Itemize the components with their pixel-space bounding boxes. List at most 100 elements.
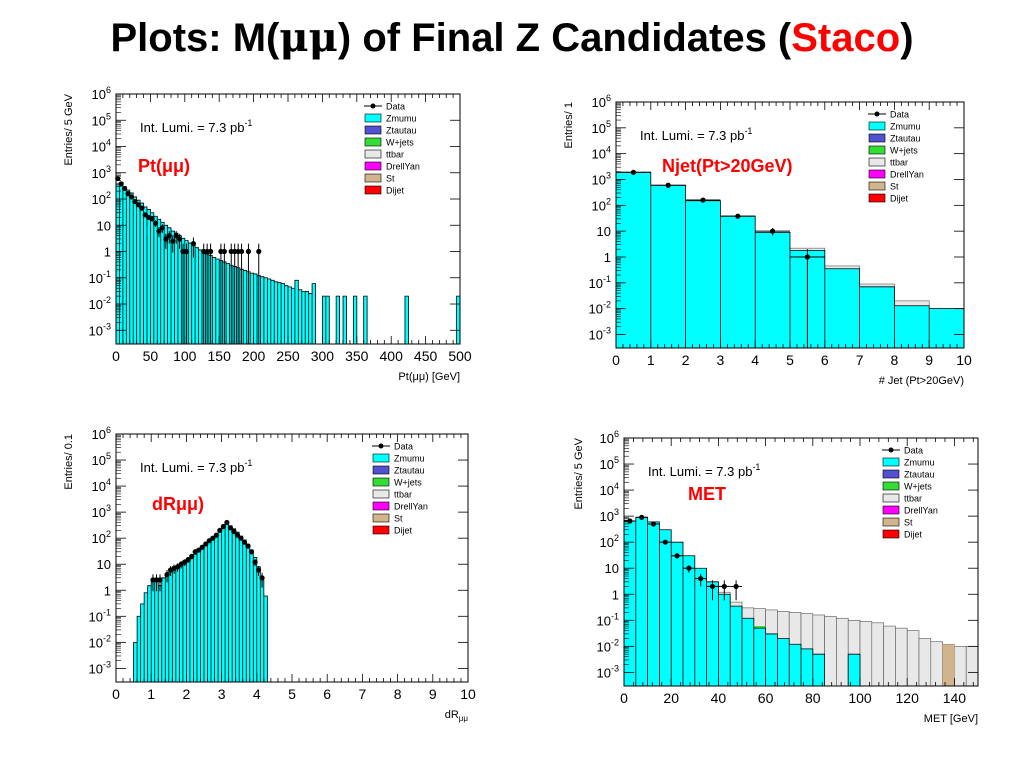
zmumu-bar: [824, 268, 860, 348]
zmumu-bar: [214, 534, 219, 682]
x-axis-label: MET [GeV]: [924, 713, 978, 725]
zmumu-bar: [635, 517, 648, 686]
x-tick-label: 350: [345, 348, 369, 364]
plot-label: Pt(μμ): [138, 156, 190, 176]
legend-label: St: [386, 174, 395, 184]
legend-entry: Data: [882, 446, 923, 456]
legend-label: Ztautau: [890, 134, 921, 144]
legend-entry: Dijet: [882, 530, 923, 540]
legend-entry: Zmumu: [868, 122, 921, 132]
x-axis-label: # Jet (Pt>20GeV): [879, 375, 964, 387]
legend-entry: St: [372, 514, 403, 524]
y-tick-label: 103: [592, 170, 611, 187]
legend-label: Data: [890, 110, 909, 120]
legend-label: Zmumu: [394, 454, 425, 464]
zmumu-bar: [160, 222, 165, 344]
legend-label: W+jets: [890, 146, 918, 156]
data-point: [624, 518, 636, 524]
y-tick-label: 10-3: [597, 663, 619, 680]
data-point: [252, 559, 258, 567]
zmumu-bar: [322, 296, 326, 344]
data-point: [217, 527, 223, 533]
legend-label: W+jets: [386, 138, 414, 148]
zmumu-bar: [158, 585, 162, 682]
zmumu-bar: [191, 245, 196, 344]
y-tick-label: 102: [92, 190, 111, 207]
zmumu-bar: [624, 520, 636, 686]
x-tick-label: 300: [311, 348, 335, 364]
legend-label: Ztautau: [394, 466, 425, 476]
legend-entry: Ztautau: [364, 126, 417, 136]
data-point: [125, 191, 131, 197]
x-tick-label: 80: [805, 690, 821, 706]
x-tick-label: 9: [925, 352, 933, 368]
ttbar-bar: [906, 630, 920, 687]
zmumu-bar: [720, 216, 756, 348]
zmumu-bar: [140, 203, 144, 344]
data-point: [248, 549, 255, 555]
lumi-annotation: Int. Lumi. = 7.3 pb-1: [640, 126, 752, 143]
data-point: [122, 185, 128, 192]
x-tick-label: 140: [943, 690, 967, 706]
legend-label: DrellYan: [386, 162, 420, 172]
zmumu-bar: [226, 263, 230, 344]
legend-entry: St: [882, 518, 913, 528]
ttbar-bar: [836, 617, 849, 687]
zmumu-bar: [859, 286, 895, 348]
legend-entry: Ztautau: [372, 466, 425, 476]
data-point: [694, 573, 707, 587]
data-point: [245, 543, 251, 549]
lumi-annotation: Int. Lumi. = 7.3 pb-1: [140, 118, 252, 135]
y-tick-label: 1: [104, 583, 111, 598]
zmumu-bar: [225, 524, 229, 682]
zmumu-bar: [144, 592, 148, 682]
ttbar-bar: [871, 622, 884, 687]
y-tick-label: 105: [600, 455, 619, 472]
x-tick-label: 10: [460, 686, 476, 702]
legend-entry: DrellYan: [364, 162, 420, 172]
x-tick-label: 10: [956, 352, 972, 368]
zmumu-bar: [456, 296, 460, 344]
zmumu-bar: [140, 603, 145, 682]
zmumu-bar: [263, 596, 268, 682]
zmumu-bar: [404, 296, 409, 344]
zmumu-bar: [228, 525, 233, 682]
legend-entry: Zmumu: [364, 114, 417, 124]
st-bar: [942, 644, 955, 686]
legend-entry: Dijet: [868, 194, 909, 204]
data-point: [671, 553, 683, 559]
x-tick-label: 0: [620, 690, 628, 706]
zmumu-bar: [256, 566, 261, 682]
legend-label: DrellYan: [890, 170, 924, 180]
zmumu-bar: [175, 568, 180, 682]
y-tick-label: 10: [605, 561, 619, 576]
data-point: [259, 572, 265, 588]
zmumu-bar: [659, 529, 672, 686]
y-tick-label: 10-2: [89, 633, 111, 650]
ttbar-bar: [954, 646, 967, 687]
zmumu-bar: [294, 280, 299, 344]
legend-label: Data: [904, 446, 923, 456]
zmumu-bar: [147, 585, 152, 682]
zmumu-bar: [137, 616, 141, 682]
zmumu-bar: [167, 227, 172, 344]
x-tick-label: 20: [663, 690, 679, 706]
data-point: [755, 228, 790, 236]
x-tick-label: 2: [183, 686, 191, 702]
y-tick-label: 10-2: [589, 300, 611, 317]
zmumu-bar: [204, 544, 208, 682]
legend-label: DrellYan: [904, 506, 938, 516]
y-tick-label: 10-1: [89, 269, 111, 286]
x-tick-label: 0: [612, 352, 620, 368]
zmumu-bar: [122, 186, 127, 344]
zmumu-bar: [188, 243, 192, 344]
zmumu-bar: [171, 231, 175, 344]
zmumu-bar: [172, 569, 176, 682]
data-point: [718, 580, 731, 601]
zmumu-bar: [343, 296, 347, 344]
x-tick-label: 100: [173, 348, 197, 364]
zmumu-bar: [308, 293, 313, 344]
x-tick-label: 4: [751, 352, 759, 368]
pt-mumu-histogram: 0 50 100 150 200 250 300 350 400 450 500 10-3 10-2 10…: [63, 86, 472, 383]
y-tick-label: 102: [592, 196, 611, 213]
